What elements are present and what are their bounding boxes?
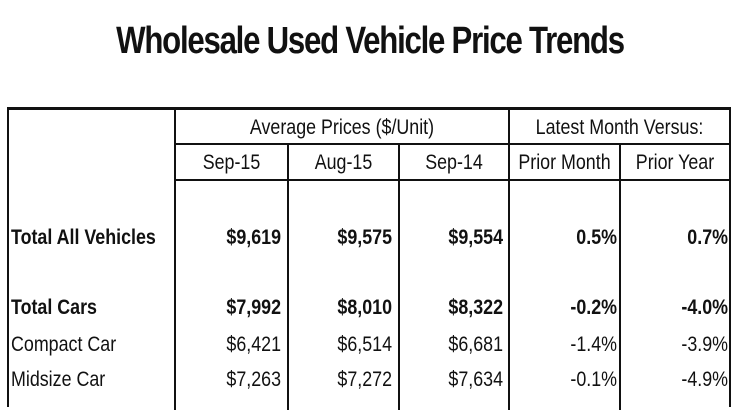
table-cell: -1.4% (570, 333, 617, 356)
table-cell: $7,263 (226, 368, 281, 391)
table-cell: -0.2% (570, 296, 617, 319)
table-cell: -3.9% (681, 333, 728, 356)
row-divider (174, 179, 729, 181)
table-cell: $7,634 (448, 368, 503, 391)
row-divider (174, 143, 729, 145)
table-cell: -4.0% (681, 296, 728, 319)
table-cell: 0.7% (687, 226, 728, 249)
table-cell: $9,575 (337, 226, 392, 249)
table-cell: $6,514 (337, 333, 392, 356)
group-header-average-prices: Average Prices ($/Unit) (249, 116, 435, 139)
row-label: Compact Car (11, 333, 117, 356)
table-cell: -0.1% (570, 368, 617, 391)
column-header: Prior Month (518, 151, 611, 174)
column-header: Sep-14 (425, 151, 483, 174)
table-cell: $6,681 (448, 333, 503, 356)
table-cell: $9,619 (226, 226, 281, 249)
row-label: Midsize Car (11, 368, 106, 391)
table-cell: $8,322 (448, 296, 503, 319)
table-cell: -4.9% (681, 368, 728, 391)
price-trends-table: Average Prices ($/Unit) Latest Month Ver… (7, 107, 731, 410)
row-label: Total All Vehicles (11, 226, 156, 249)
table-cell: $7,272 (337, 368, 392, 391)
table-cell: $7,992 (226, 296, 281, 319)
col-divider (398, 145, 400, 410)
column-header: Sep-15 (202, 151, 261, 174)
table-cell: $6,421 (226, 333, 281, 356)
row-label: Total Cars (11, 296, 97, 319)
col-divider (287, 145, 289, 410)
page-title: Wholesale Used Vehicle Price Trends (116, 20, 625, 62)
col-divider (619, 145, 621, 410)
column-header: Prior Year (635, 151, 715, 174)
column-header: Aug-15 (314, 151, 373, 174)
col-divider (508, 110, 510, 410)
col-divider (174, 110, 176, 410)
group-header-latest-month: Latest Month Versus: (535, 116, 704, 139)
table-cell: 0.5% (576, 226, 617, 249)
table-cell: $9,554 (448, 226, 503, 249)
table-cell: $8,010 (337, 296, 392, 319)
